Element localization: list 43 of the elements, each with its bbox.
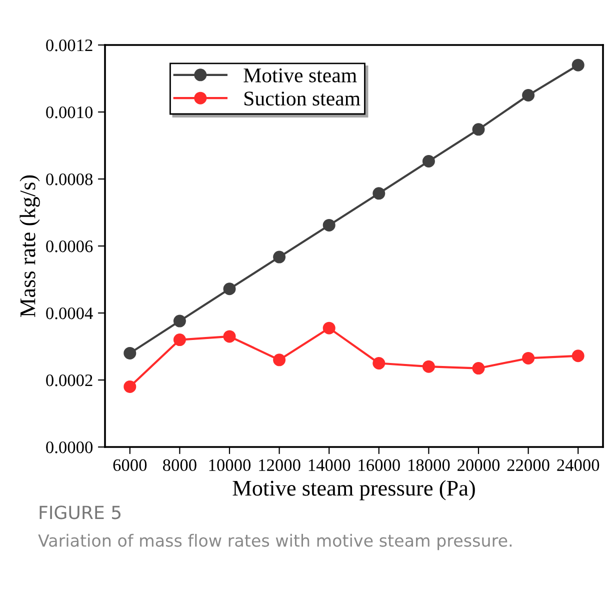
y-tick-label: 0.0000 bbox=[46, 441, 93, 454]
y-tick-label: 0.0008 bbox=[46, 173, 93, 186]
x-tick-label: 20000 bbox=[458, 459, 500, 472]
x-tick-label: 18000 bbox=[408, 459, 450, 472]
legend-label: Suction steam bbox=[244, 92, 360, 106]
y-axis-title: Mass rate (kg/s) bbox=[20, 175, 40, 317]
point bbox=[223, 330, 236, 343]
point bbox=[273, 250, 286, 264]
point bbox=[522, 352, 535, 364]
point bbox=[322, 218, 336, 232]
point bbox=[472, 362, 485, 375]
point bbox=[422, 154, 435, 168]
point bbox=[572, 350, 584, 362]
y-tick-label: 0.0006 bbox=[46, 240, 93, 252]
point bbox=[372, 357, 386, 370]
point bbox=[173, 334, 186, 346]
point bbox=[124, 346, 136, 360]
point bbox=[124, 380, 136, 393]
caption: FIGURE 5 bbox=[40, 506, 121, 520]
x-axis-title: Motive steam pressure (Pa) bbox=[232, 480, 475, 500]
point bbox=[173, 314, 186, 328]
y-tick-label: 0.0004 bbox=[46, 307, 93, 320]
point bbox=[223, 282, 236, 296]
x-tick-label: 8000 bbox=[163, 459, 196, 472]
x-tick-label: 22000 bbox=[507, 459, 550, 472]
point bbox=[322, 322, 336, 334]
text: Variation of mass flow rates with motive steam pressure. bbox=[38, 534, 512, 550]
point bbox=[372, 187, 386, 200]
x-tick-label: 12000 bbox=[259, 459, 300, 472]
point bbox=[422, 360, 435, 373]
point bbox=[522, 89, 535, 102]
x-tick-label: 14000 bbox=[308, 459, 350, 472]
legend-label: Motive steam bbox=[244, 68, 357, 82]
point bbox=[472, 123, 485, 136]
x-tick-label: 24000 bbox=[557, 459, 600, 472]
x-tick-label: 6000 bbox=[113, 459, 147, 472]
y-tick-label: 0.0012 bbox=[46, 39, 92, 52]
x-tick-label: 10000 bbox=[209, 459, 251, 472]
point bbox=[572, 58, 584, 72]
y-tick-label: 0.0010 bbox=[46, 106, 93, 118]
y-tick-label: 0.0002 bbox=[46, 374, 92, 386]
point bbox=[273, 354, 286, 366]
x-tick-label: 16000 bbox=[358, 459, 400, 472]
